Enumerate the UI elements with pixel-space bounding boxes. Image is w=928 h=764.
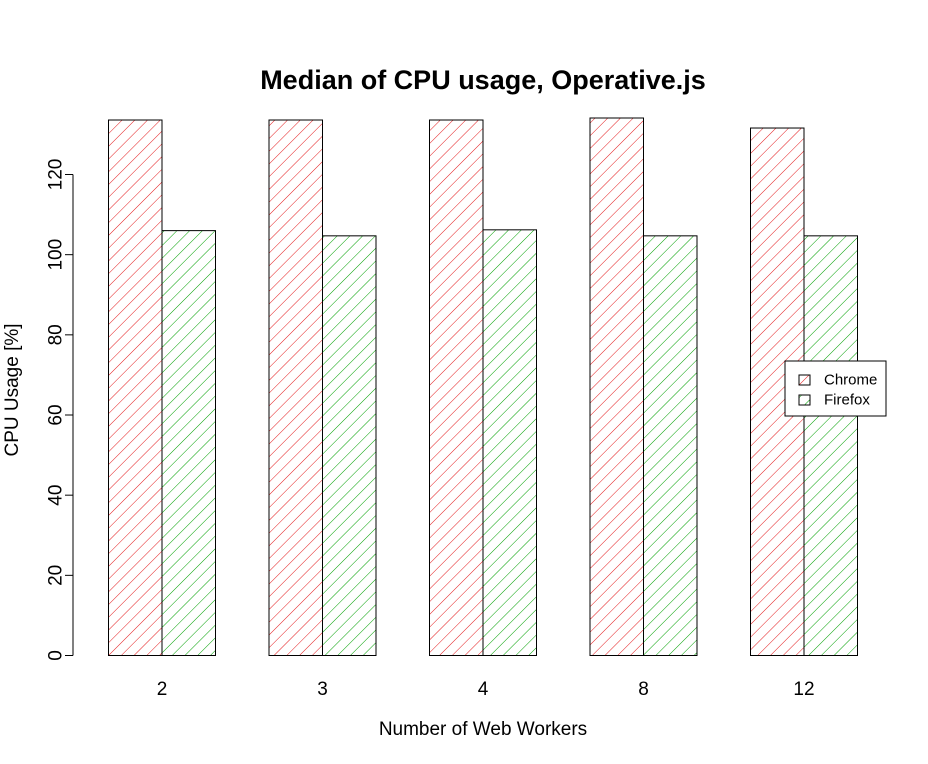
x-axis: 2 3 4 8 12 [157, 679, 815, 700]
y-tick-label: 100 [46, 239, 67, 271]
x-tick-label: 4 [478, 679, 489, 700]
y-tick-label: 40 [46, 485, 67, 506]
bar-firefox-3 [322, 235, 377, 656]
x-tick-label: 8 [638, 679, 649, 700]
bar-firefox-12 [803, 235, 858, 656]
legend-label-firefox: Firefox [824, 392, 870, 409]
x-axis-label: Number of Web Workers [379, 719, 587, 740]
bar-chrome-3 [268, 119, 323, 657]
legend: Chrome Firefox [784, 360, 887, 417]
y-axis: 0 20 40 60 80 100 120 [46, 159, 74, 661]
legend-swatch-firefox [798, 394, 811, 406]
bars [108, 117, 858, 657]
x-tick-label: 3 [317, 679, 328, 700]
chart-title: Median of CPU usage, Operative.js [260, 65, 706, 95]
bar-chrome-2 [108, 119, 163, 657]
bar-chrome-8 [589, 117, 644, 656]
y-tick-label: 80 [46, 324, 67, 345]
bar-firefox-4 [482, 229, 537, 656]
bar-firefox-8 [643, 235, 698, 656]
y-tick-label: 60 [46, 404, 67, 425]
legend-label-chrome: Chrome [824, 372, 877, 389]
y-tick-label: 20 [46, 565, 67, 586]
legend-box [784, 360, 887, 417]
legend-swatch-chrome [798, 374, 811, 386]
bar-firefox-2 [161, 230, 216, 656]
y-axis-label: CPU Usage [%] [2, 323, 23, 456]
y-tick-label: 0 [46, 650, 67, 661]
bar-chrome-4 [429, 119, 484, 657]
x-tick-label: 2 [157, 679, 168, 700]
x-tick-label: 12 [793, 679, 814, 700]
y-tick-label: 120 [46, 159, 67, 191]
